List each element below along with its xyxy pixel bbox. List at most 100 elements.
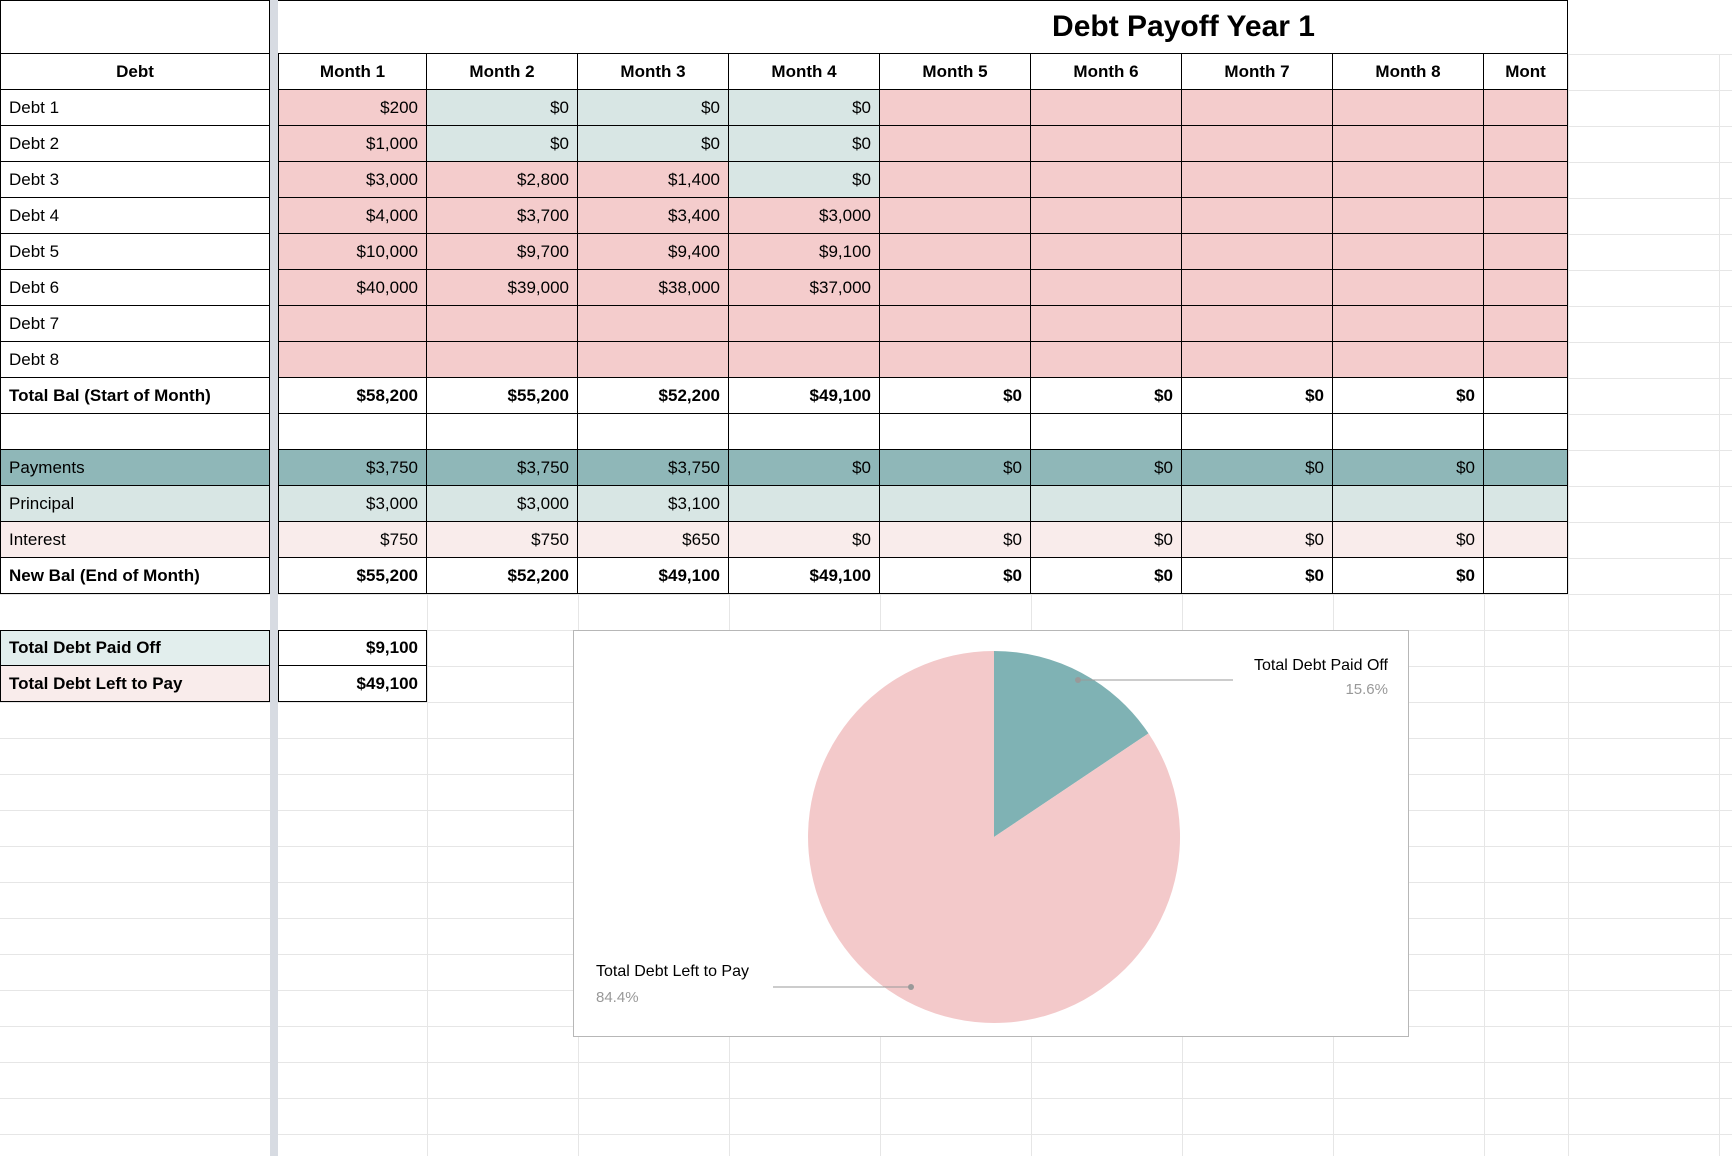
row-label[interactable]: Debt 6 <box>0 270 270 306</box>
month-cell[interactable] <box>729 306 880 342</box>
month-cell[interactable]: $0 <box>729 90 880 126</box>
month-cell[interactable] <box>578 306 729 342</box>
month-cell[interactable] <box>880 306 1031 342</box>
month-cell[interactable] <box>1182 126 1333 162</box>
month-cell[interactable] <box>1031 198 1182 234</box>
month-cell[interactable] <box>578 414 729 450</box>
summary-value-paid-off[interactable]: $9,100 <box>278 630 427 666</box>
month-cell[interactable] <box>1333 414 1484 450</box>
month-cell[interactable]: $55,200 <box>278 558 427 594</box>
month-cell[interactable]: $55,200 <box>427 378 578 414</box>
pie-slice-1[interactable] <box>808 651 1181 1023</box>
month-cell[interactable]: $0 <box>1031 378 1182 414</box>
month-cell[interactable] <box>278 306 427 342</box>
row-label[interactable]: New Bal (End of Month) <box>0 558 270 594</box>
month-cell[interactable] <box>578 342 729 378</box>
month-cell[interactable] <box>1182 414 1333 450</box>
month-cell[interactable] <box>1484 558 1568 594</box>
month-cell[interactable] <box>1031 90 1182 126</box>
row-label[interactable]: Interest <box>0 522 270 558</box>
month-cell[interactable]: $9,100 <box>729 234 880 270</box>
month-cell[interactable]: $52,200 <box>578 378 729 414</box>
month-cell[interactable] <box>880 162 1031 198</box>
month-cell[interactable]: $0 <box>729 126 880 162</box>
column-header-month[interactable]: Month 2 <box>427 54 578 90</box>
month-cell[interactable] <box>880 342 1031 378</box>
month-cell[interactable]: $10,000 <box>278 234 427 270</box>
month-cell[interactable] <box>1182 198 1333 234</box>
month-cell[interactable] <box>880 234 1031 270</box>
column-header-month[interactable]: Mont <box>1484 54 1568 90</box>
row-label[interactable]: Total Bal (Start of Month) <box>0 378 270 414</box>
month-cell[interactable] <box>1484 162 1568 198</box>
month-cell[interactable]: $38,000 <box>578 270 729 306</box>
row-label[interactable]: Debt 5 <box>0 234 270 270</box>
month-cell[interactable]: $0 <box>578 126 729 162</box>
month-cell[interactable]: $0 <box>578 90 729 126</box>
summary-value-left-to-pay[interactable]: $49,100 <box>278 666 427 702</box>
month-cell[interactable] <box>1031 414 1182 450</box>
month-cell[interactable]: $3,000 <box>278 486 427 522</box>
summary-label-left-to-pay[interactable]: Total Debt Left to Pay <box>0 666 270 702</box>
month-cell[interactable] <box>1182 306 1333 342</box>
month-cell[interactable]: $650 <box>578 522 729 558</box>
month-cell[interactable]: $0 <box>1182 450 1333 486</box>
month-cell[interactable] <box>1182 342 1333 378</box>
month-cell[interactable]: $3,000 <box>729 198 880 234</box>
month-cell[interactable] <box>1484 414 1568 450</box>
month-cell[interactable]: $0 <box>1182 558 1333 594</box>
month-cell[interactable] <box>729 486 880 522</box>
month-cell[interactable]: $3,000 <box>427 486 578 522</box>
month-cell[interactable] <box>880 270 1031 306</box>
month-cell[interactable]: $2,800 <box>427 162 578 198</box>
month-cell[interactable] <box>1333 486 1484 522</box>
title-cell[interactable]: Debt Payoff Year 1 <box>270 0 1568 54</box>
month-cell[interactable] <box>1484 450 1568 486</box>
month-cell[interactable]: $39,000 <box>427 270 578 306</box>
month-cell[interactable] <box>1484 378 1568 414</box>
month-cell[interactable] <box>1333 198 1484 234</box>
month-cell[interactable]: $0 <box>880 522 1031 558</box>
month-cell[interactable]: $0 <box>1333 522 1484 558</box>
month-cell[interactable]: $3,100 <box>578 486 729 522</box>
row-label[interactable]: Debt 4 <box>0 198 270 234</box>
month-cell[interactable] <box>1333 234 1484 270</box>
column-header-month[interactable]: Month 5 <box>880 54 1031 90</box>
column-header-month[interactable]: Month 6 <box>1031 54 1182 90</box>
month-cell[interactable] <box>1182 270 1333 306</box>
month-cell[interactable]: $0 <box>880 558 1031 594</box>
row-label[interactable] <box>0 414 270 450</box>
month-cell[interactable]: $0 <box>880 378 1031 414</box>
month-cell[interactable] <box>1484 126 1568 162</box>
column-header-month[interactable]: Month 8 <box>1333 54 1484 90</box>
month-cell[interactable]: $40,000 <box>278 270 427 306</box>
month-cell[interactable]: $0 <box>1182 522 1333 558</box>
month-cell[interactable]: $0 <box>1333 558 1484 594</box>
month-cell[interactable]: $3,750 <box>578 450 729 486</box>
month-cell[interactable]: $9,400 <box>578 234 729 270</box>
month-cell[interactable] <box>1484 198 1568 234</box>
month-cell[interactable]: $0 <box>729 162 880 198</box>
month-cell[interactable]: $49,100 <box>729 378 880 414</box>
month-cell[interactable]: $200 <box>278 90 427 126</box>
month-cell[interactable]: $0 <box>880 450 1031 486</box>
row-label[interactable]: Principal <box>0 486 270 522</box>
month-cell[interactable] <box>1031 234 1182 270</box>
month-cell[interactable]: $3,000 <box>278 162 427 198</box>
column-header-month[interactable]: Month 7 <box>1182 54 1333 90</box>
month-cell[interactable]: $0 <box>427 90 578 126</box>
month-cell[interactable]: $0 <box>1333 450 1484 486</box>
month-cell[interactable] <box>1484 342 1568 378</box>
month-cell[interactable]: $52,200 <box>427 558 578 594</box>
month-cell[interactable] <box>1333 270 1484 306</box>
row-label[interactable]: Payments <box>0 450 270 486</box>
month-cell[interactable]: $1,400 <box>578 162 729 198</box>
month-cell[interactable] <box>1031 342 1182 378</box>
month-cell[interactable] <box>1031 486 1182 522</box>
month-cell[interactable] <box>427 414 578 450</box>
month-cell[interactable]: $4,000 <box>278 198 427 234</box>
month-cell[interactable] <box>880 90 1031 126</box>
month-cell[interactable] <box>1333 162 1484 198</box>
month-cell[interactable] <box>1333 306 1484 342</box>
month-cell[interactable] <box>427 306 578 342</box>
